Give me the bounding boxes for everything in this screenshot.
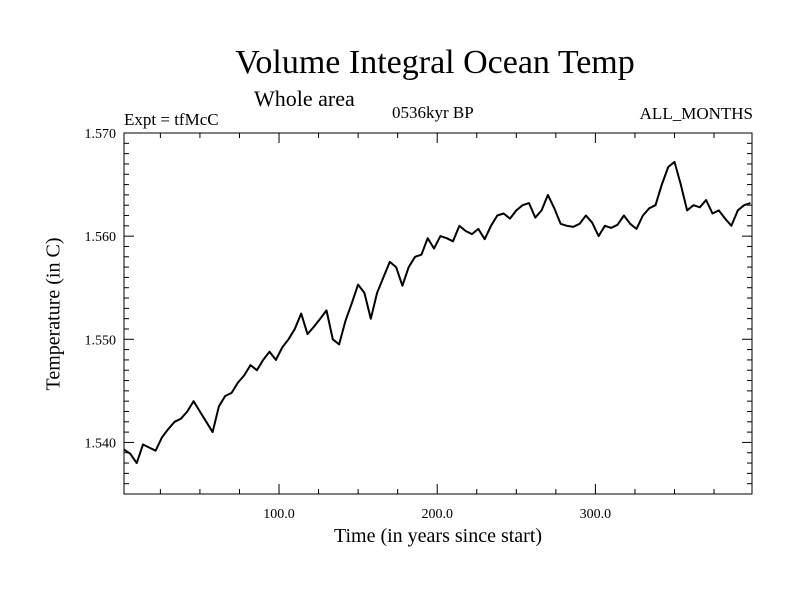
x-tick-label: 100.0 — [263, 507, 295, 522]
experiment-label: Expt = tfMcC — [124, 110, 219, 129]
x-tick-label: 200.0 — [421, 507, 453, 522]
chart-subtitle: Whole area — [254, 86, 355, 111]
chart-title: Volume Integral Ocean Temp — [235, 44, 635, 81]
series-line — [123, 160, 751, 465]
axis-tick-labels: 100.0 200.0 300.0 1.540 1.550 1.560 1.570 — [85, 127, 612, 522]
y-tick-label: 1.540 — [85, 436, 117, 451]
x-tick-label: 300.0 — [580, 507, 612, 522]
axis-ticks — [124, 132, 752, 494]
months-label: ALL_MONTHS — [639, 104, 753, 123]
y-tick-label: 1.560 — [85, 230, 117, 245]
x-axis-label: Time (in years since start) — [333, 525, 543, 547]
era-label: 0536kyr BP — [392, 103, 474, 122]
series-group — [123, 160, 751, 465]
y-tick-label: 1.550 — [85, 333, 117, 348]
y-tick-label: 1.570 — [85, 127, 117, 142]
plot-frame — [123, 132, 753, 495]
